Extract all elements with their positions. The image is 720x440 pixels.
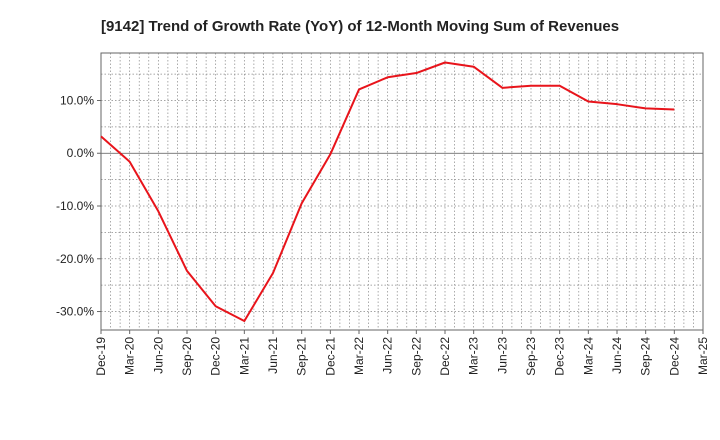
x-tick-label: Jun-21 bbox=[266, 337, 280, 374]
x-tick-label: Sep-20 bbox=[180, 337, 194, 376]
x-tick-label: Jun-22 bbox=[381, 337, 395, 374]
x-tick-label: Dec-24 bbox=[667, 337, 681, 376]
grid bbox=[101, 53, 703, 330]
series-layer bbox=[100, 61, 675, 323]
x-tick-label: Jun-23 bbox=[495, 337, 509, 374]
x-tick-label: Mar-23 bbox=[467, 337, 481, 375]
y-tick-label: -30.0% bbox=[56, 305, 94, 319]
x-tick-label: Jun-24 bbox=[610, 337, 624, 374]
x-tick-label: Mar-21 bbox=[237, 337, 251, 375]
plot-area bbox=[100, 52, 704, 331]
x-tick-label: Dec-22 bbox=[438, 337, 452, 376]
x-tick-label: Mar-22 bbox=[352, 337, 366, 375]
x-tick-label: Mar-20 bbox=[123, 337, 137, 375]
x-axis: Dec-19 Mar-20 Jun-20 Sep-20 Dec-20 Mar-21 Jun-… bbox=[94, 330, 710, 376]
x-tick-label: Sep-21 bbox=[295, 337, 309, 376]
x-tick-label: Mar-24 bbox=[581, 337, 595, 375]
x-tick-label: Dec-23 bbox=[553, 337, 567, 376]
x-tick-label: Sep-23 bbox=[524, 337, 538, 376]
series-line bbox=[100, 61, 675, 323]
y-tick-label: 10.0% bbox=[60, 93, 94, 107]
x-tick-label: Mar-25 bbox=[696, 337, 710, 375]
x-tick-label: Jun-20 bbox=[151, 337, 165, 374]
y-tick-label: -10.0% bbox=[56, 199, 94, 213]
x-tick-label: Dec-20 bbox=[209, 337, 223, 376]
y-tick-label: 0.0% bbox=[67, 146, 95, 160]
y-axis: 10.0% 0.0% -10.0% -20.0% -30.0% bbox=[56, 93, 101, 319]
chart-title: [9142] Trend of Growth Rate (YoY) of 12-… bbox=[101, 18, 619, 35]
x-tick-label: Dec-21 bbox=[323, 337, 337, 376]
x-tick-label: Sep-24 bbox=[639, 337, 653, 376]
x-tick-label: Sep-22 bbox=[409, 337, 423, 376]
x-tick-label: Dec-19 bbox=[94, 337, 108, 376]
y-tick-label: -20.0% bbox=[56, 252, 94, 266]
